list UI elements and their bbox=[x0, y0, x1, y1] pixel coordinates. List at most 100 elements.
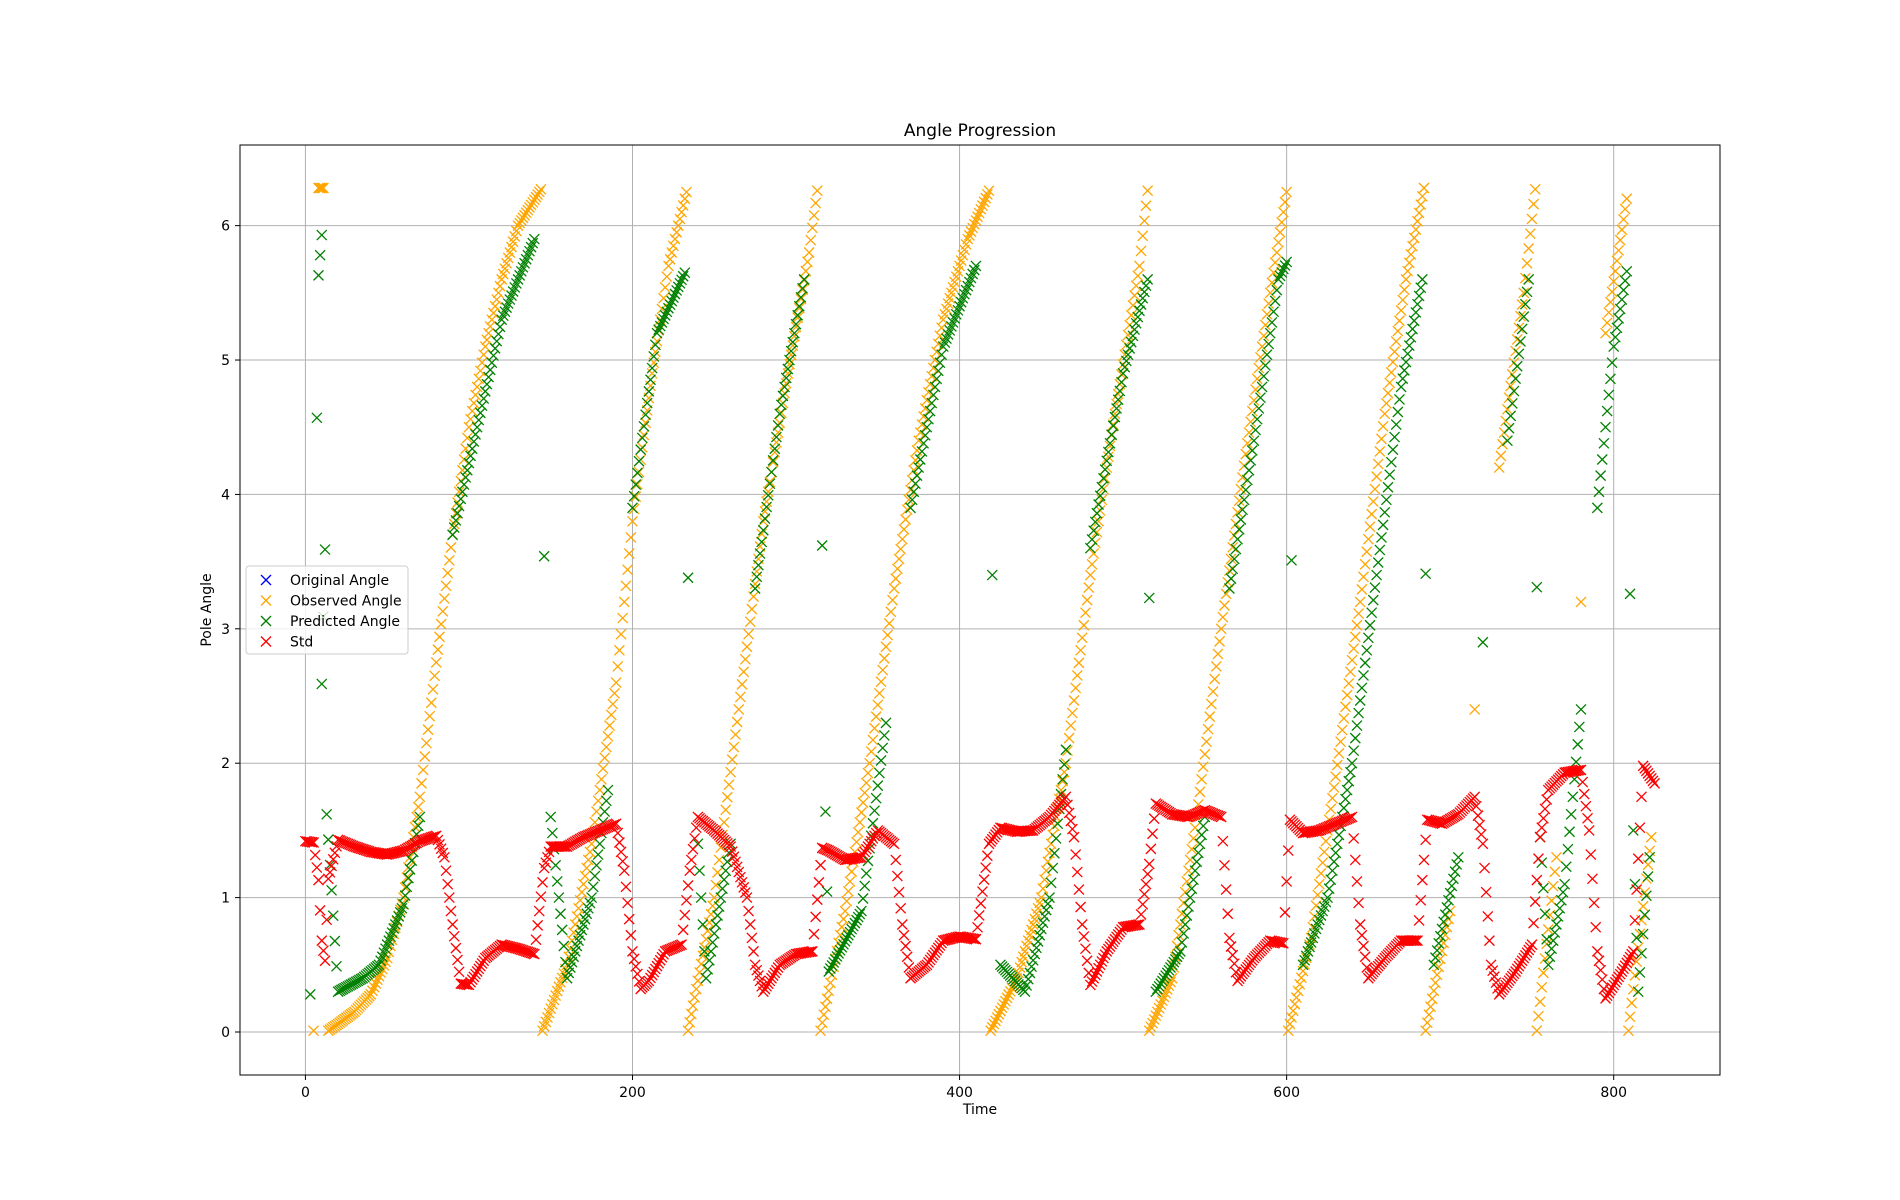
data-point bbox=[653, 957, 665, 969]
data-point bbox=[558, 940, 570, 952]
data-point bbox=[623, 548, 635, 560]
data-point bbox=[612, 660, 624, 672]
data-point bbox=[769, 967, 781, 979]
data-point bbox=[1202, 723, 1214, 735]
data-point bbox=[1407, 935, 1419, 947]
data-point bbox=[638, 420, 650, 432]
data-point bbox=[1434, 930, 1446, 942]
data-point bbox=[1277, 937, 1289, 949]
data-point bbox=[1472, 810, 1484, 822]
data-point bbox=[1603, 307, 1615, 318]
data-point bbox=[1362, 533, 1374, 545]
data-point bbox=[1258, 330, 1270, 342]
data-point bbox=[1624, 1011, 1636, 1023]
data-point bbox=[1138, 888, 1150, 900]
data-point bbox=[1230, 543, 1242, 555]
data-point bbox=[1374, 544, 1386, 556]
data-point bbox=[1346, 757, 1358, 769]
data-point bbox=[1102, 451, 1114, 463]
data-point bbox=[1323, 883, 1335, 895]
data-point bbox=[399, 882, 411, 893]
data-point bbox=[1037, 917, 1049, 929]
data-point bbox=[1645, 831, 1657, 843]
data-point bbox=[401, 881, 413, 893]
data-point bbox=[682, 572, 694, 584]
data-point bbox=[766, 466, 777, 478]
data-point bbox=[1264, 327, 1276, 339]
data-point bbox=[743, 905, 755, 917]
data-point bbox=[466, 443, 478, 455]
data-point bbox=[1542, 924, 1554, 935]
data-point bbox=[851, 914, 862, 926]
data-point bbox=[795, 291, 807, 303]
data-point bbox=[1163, 980, 1175, 992]
data-point bbox=[646, 969, 658, 981]
data-point bbox=[1539, 803, 1551, 815]
data-point bbox=[1452, 851, 1464, 863]
data-point bbox=[1156, 995, 1168, 1007]
data-point bbox=[672, 220, 684, 232]
data-point bbox=[985, 1025, 997, 1037]
data-point bbox=[1228, 553, 1240, 565]
data-point bbox=[483, 371, 495, 383]
data-point bbox=[813, 876, 825, 888]
data-point bbox=[1271, 247, 1283, 258]
data-point bbox=[545, 811, 557, 823]
data-point bbox=[1609, 331, 1621, 343]
data-point bbox=[869, 722, 880, 734]
data-point bbox=[1135, 299, 1147, 310]
data-point bbox=[1240, 448, 1252, 460]
data-point bbox=[1225, 553, 1237, 565]
data-point bbox=[1325, 803, 1337, 815]
data-point bbox=[1344, 812, 1356, 824]
data-point bbox=[499, 306, 511, 318]
data-point bbox=[1348, 643, 1360, 654]
data-point bbox=[509, 281, 521, 293]
data-point bbox=[762, 978, 774, 990]
data-point bbox=[1325, 874, 1337, 886]
data-point bbox=[1505, 410, 1517, 422]
data-point bbox=[788, 327, 800, 339]
data-point bbox=[602, 730, 614, 742]
data-point bbox=[1354, 596, 1366, 608]
data-point bbox=[1220, 884, 1232, 895]
data-point bbox=[828, 956, 840, 968]
data-point bbox=[1577, 776, 1589, 788]
data-point bbox=[517, 212, 529, 224]
data-point bbox=[976, 886, 988, 898]
data-point bbox=[1081, 955, 1093, 967]
data-point bbox=[1268, 306, 1280, 318]
data-point bbox=[770, 964, 782, 976]
data-point bbox=[764, 476, 776, 488]
data-point bbox=[1358, 940, 1369, 952]
data-point bbox=[600, 741, 612, 753]
data-point bbox=[391, 914, 403, 926]
data-point bbox=[1086, 976, 1098, 988]
data-point bbox=[443, 554, 455, 566]
data-point bbox=[1158, 991, 1170, 1003]
data-point bbox=[1223, 583, 1235, 594]
data-point bbox=[1475, 828, 1487, 840]
data-point bbox=[399, 890, 411, 902]
data-point bbox=[772, 419, 784, 431]
chart-title: Angle Progression bbox=[904, 121, 1056, 141]
data-point bbox=[491, 294, 503, 306]
data-point bbox=[326, 860, 338, 872]
data-point bbox=[1217, 835, 1229, 847]
data-point bbox=[591, 806, 602, 818]
data-point bbox=[1624, 951, 1636, 963]
data-point bbox=[1287, 1005, 1299, 1017]
data-point bbox=[1243, 464, 1255, 476]
data-point bbox=[870, 711, 882, 723]
data-point bbox=[1372, 557, 1384, 568]
data-point bbox=[1122, 349, 1134, 361]
data-point bbox=[1240, 484, 1252, 496]
data-point bbox=[1642, 871, 1654, 882]
data-point bbox=[319, 544, 331, 555]
data-point bbox=[1138, 215, 1150, 227]
data-point bbox=[646, 368, 658, 379]
data-point bbox=[1639, 909, 1651, 921]
data-point bbox=[663, 302, 674, 314]
data-point bbox=[492, 287, 504, 299]
data-point bbox=[986, 1021, 998, 1033]
